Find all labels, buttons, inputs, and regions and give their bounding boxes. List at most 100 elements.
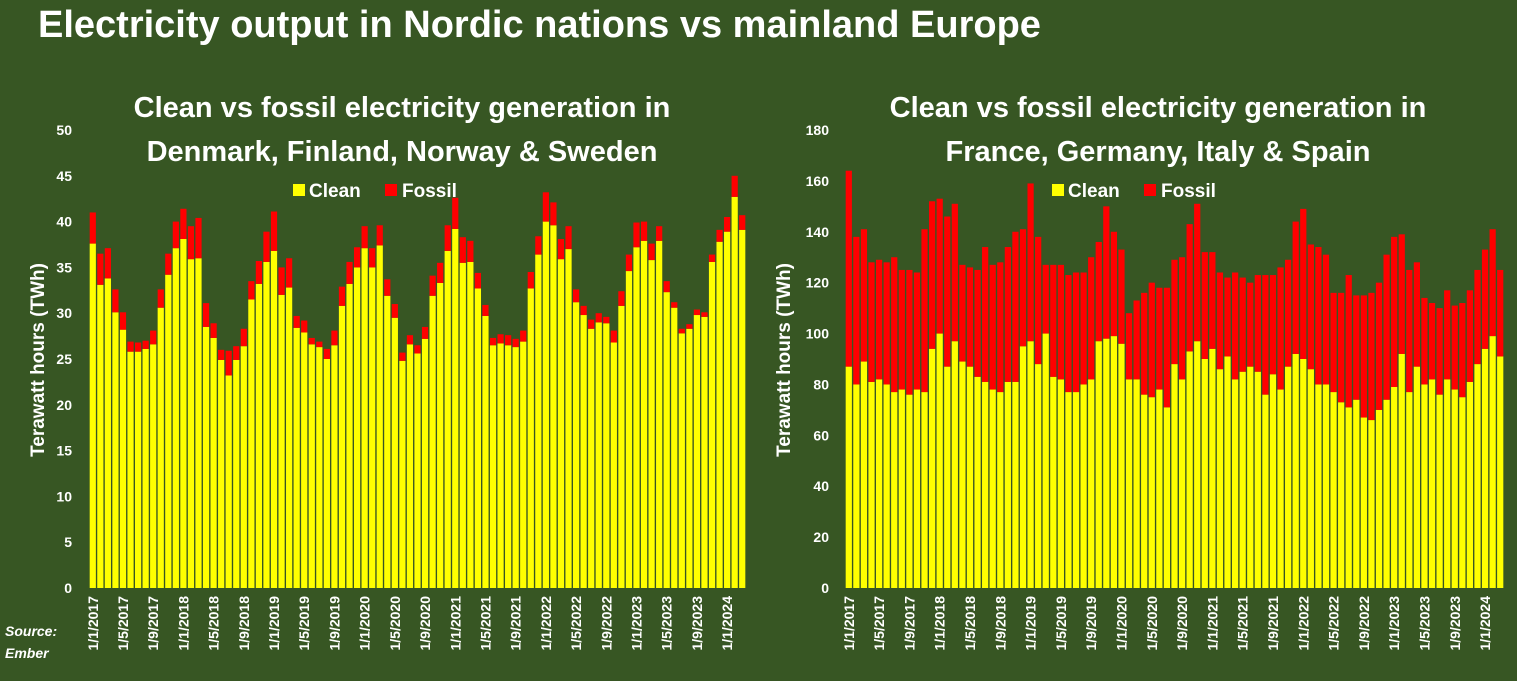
bar-fossil (951, 203, 958, 342)
bar-clean (97, 284, 104, 588)
bar-fossil (1360, 295, 1367, 418)
bar-clean (429, 295, 436, 588)
bar-fossil (1194, 203, 1201, 342)
chart-nordic: Clean vs fossil electricity generation i… (28, 92, 746, 651)
bar-clean (875, 379, 883, 588)
bar-clean (883, 384, 890, 588)
y-tick-label: 20 (56, 397, 72, 413)
bar-clean (1315, 384, 1322, 588)
bars (89, 175, 746, 589)
x-tick-label: 1/1/2024 (1477, 596, 1493, 651)
x-axis-ticks: 1/1/2017 1/5/2017 1/9/2017 1/1/2018 1/5/2018… (85, 596, 735, 651)
bar-fossil (369, 248, 376, 268)
bar-fossil (1368, 292, 1375, 421)
bar-fossil (527, 271, 534, 289)
bar-fossil (165, 253, 172, 275)
bar-clean (1247, 366, 1254, 588)
bar-fossil (739, 215, 746, 230)
x-tick-label: 1/1/2018 (932, 596, 948, 651)
bar-fossil (278, 267, 285, 295)
bar-clean (1406, 392, 1413, 588)
bar-fossil (437, 262, 444, 283)
bar-clean (716, 241, 723, 588)
bar-fossil (648, 243, 655, 261)
bar-clean (868, 381, 875, 588)
bar-fossil (1216, 272, 1224, 370)
x-tick-label: 1/9/2018 (992, 596, 1008, 651)
bar-fossil (1110, 231, 1118, 337)
bar-fossil (724, 217, 731, 232)
chart-title-line2: France, Germany, Italy & Spain (946, 136, 1371, 168)
bar-fossil (542, 192, 549, 222)
bar-fossil (1391, 236, 1398, 387)
bar-fossil (316, 341, 323, 348)
source-note: Source: Ember (5, 620, 57, 664)
bar-clean (1368, 420, 1375, 588)
bar-fossil (603, 316, 610, 324)
x-tick-label: 1/5/2023 (659, 596, 675, 651)
bar-fossil (293, 315, 300, 328)
bar-clean (535, 254, 542, 589)
bar-fossil (1042, 264, 1049, 334)
bar-fossil (1027, 183, 1034, 342)
bar-clean (1459, 397, 1466, 588)
bar-fossil (921, 229, 928, 393)
bar-clean (1209, 348, 1216, 588)
bar-fossil (429, 275, 436, 296)
bar-clean (248, 299, 255, 588)
bar-fossil (361, 226, 368, 249)
y-tick-label: 40 (56, 214, 72, 230)
bar-clean (1088, 379, 1095, 588)
bar-fossil (1421, 297, 1428, 385)
y-tick-label: 25 (56, 351, 72, 367)
bar-clean (165, 274, 172, 588)
bar-fossil (195, 217, 202, 259)
bar-fossil (172, 221, 179, 249)
bar-clean (497, 343, 504, 588)
bar-clean (708, 261, 716, 588)
legend-label-clean: Clean (1068, 181, 1120, 202)
bar-fossil (489, 337, 497, 346)
bar-fossil (1254, 275, 1261, 372)
bar-fossil (233, 346, 240, 360)
bar-fossil (731, 175, 738, 197)
bar-clean (278, 294, 285, 588)
bar-clean (1110, 336, 1118, 588)
bar-fossil (1292, 221, 1299, 354)
bar-fossil (1375, 282, 1383, 410)
legend-swatch-clean (1052, 184, 1064, 196)
bar-clean (376, 245, 383, 588)
bar-fossil (97, 253, 104, 285)
bar-clean (1004, 381, 1011, 588)
x-tick-label: 1/9/2022 (598, 596, 614, 651)
bar-clean (89, 243, 96, 589)
bar-clean (921, 392, 928, 588)
bar-fossil (467, 240, 474, 262)
bar-fossil (338, 286, 346, 306)
x-tick-label: 1/5/2017 (871, 596, 887, 651)
bar-clean (233, 359, 240, 588)
bar-fossil (1019, 229, 1027, 347)
y-tick-label: 45 (56, 168, 72, 184)
bar-fossil (1474, 269, 1481, 365)
y-tick-label: 10 (56, 488, 72, 504)
bar-clean (157, 307, 164, 588)
x-tick-label: 1/1/2019 (266, 596, 282, 651)
bar-fossil (1088, 257, 1095, 380)
chart-mainland: Clean vs fossil electricity generation i… (774, 92, 1504, 651)
bar-fossil (535, 236, 542, 255)
bar-clean (240, 346, 247, 588)
bar-fossil (421, 326, 429, 339)
bar-fossil (572, 289, 580, 303)
x-tick-label: 1/9/2021 (1265, 596, 1281, 651)
bar-fossil (1466, 290, 1474, 382)
bar-clean (588, 328, 595, 588)
x-tick-label: 1/9/2018 (236, 596, 252, 651)
bar-clean (195, 258, 202, 588)
bar-clean (1428, 379, 1436, 588)
bar-fossil (1307, 244, 1314, 370)
bar-clean (308, 344, 315, 588)
bar-clean (180, 239, 187, 588)
bar-clean (1125, 379, 1133, 588)
